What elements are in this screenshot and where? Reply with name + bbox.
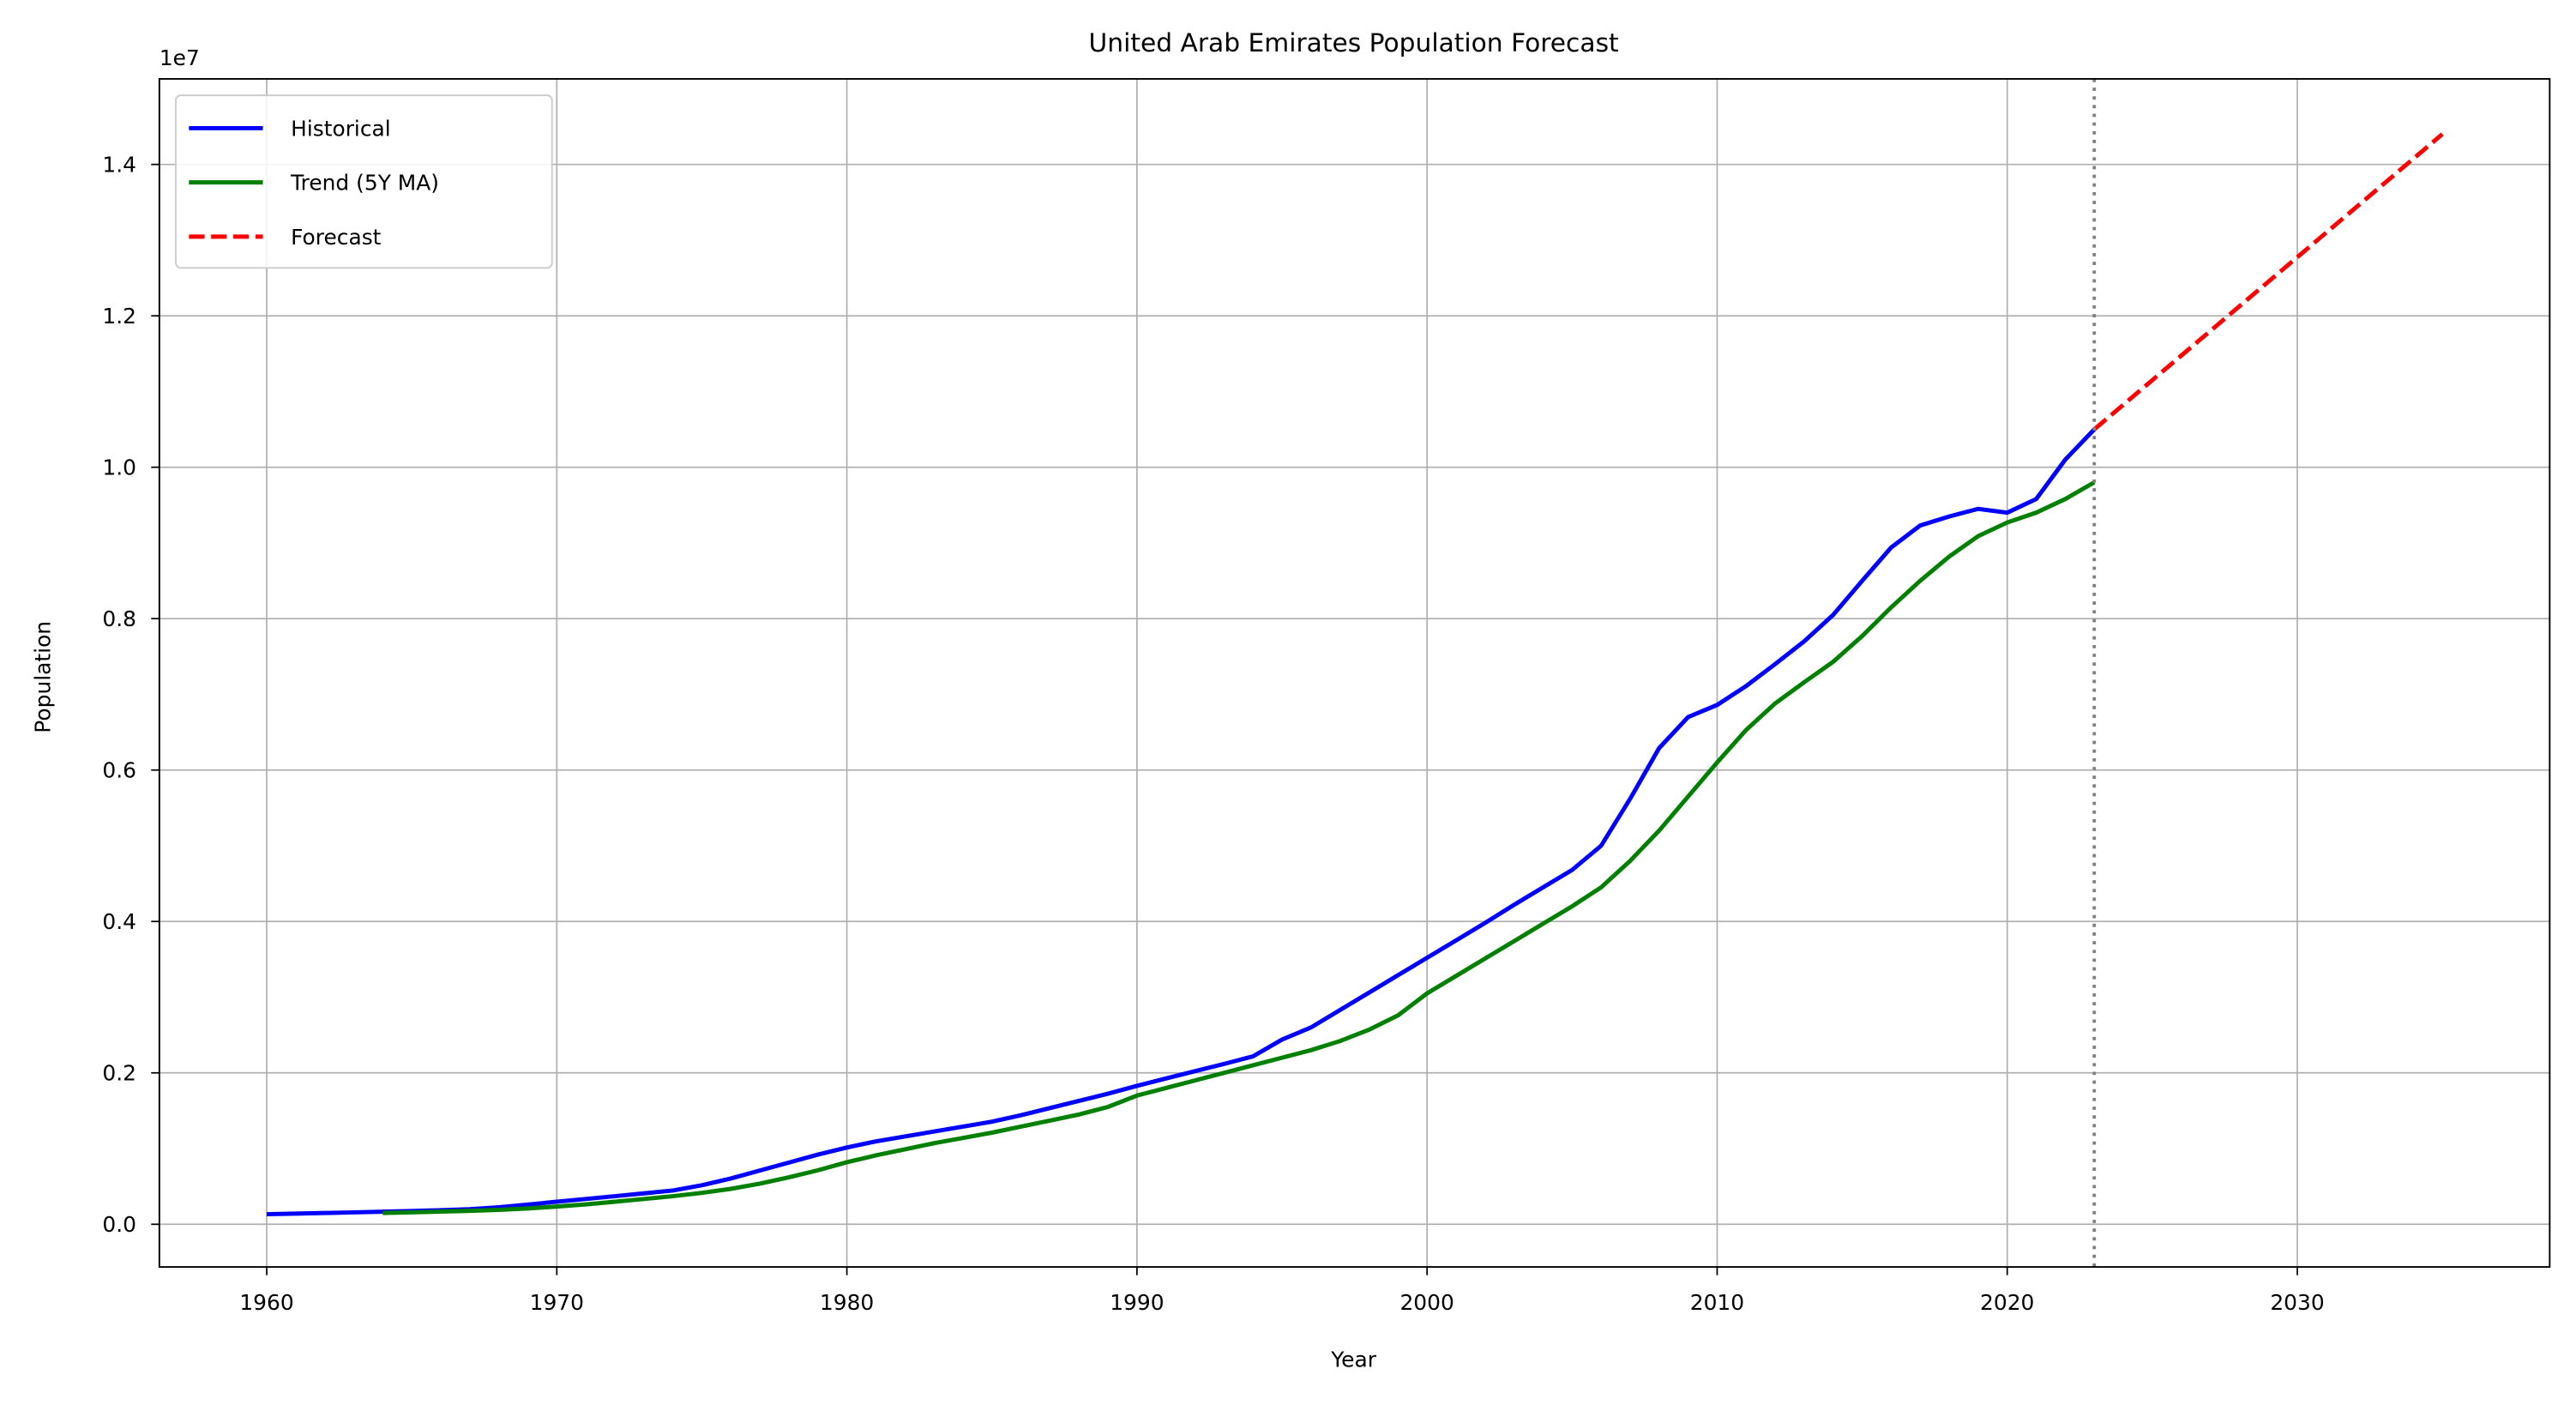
legend-box bbox=[175, 94, 553, 269]
x-tick-label: 2020 bbox=[1980, 1290, 2034, 1315]
x-axis-label: Year bbox=[1330, 1347, 1376, 1372]
legend-label: Trend (5Y MA) bbox=[290, 171, 439, 196]
y-tick-label: 1.4 bbox=[102, 153, 136, 178]
line-series bbox=[382, 480, 2096, 1215]
y-tick-label: 1.0 bbox=[102, 455, 136, 480]
x-tick-label: 2030 bbox=[2270, 1290, 2324, 1315]
line-series bbox=[266, 427, 2097, 1217]
y-axis-label: Population bbox=[31, 621, 56, 733]
y-tick-label: 1.2 bbox=[102, 304, 136, 329]
legend-label: Historical bbox=[291, 116, 391, 141]
x-tick-label: 1970 bbox=[530, 1290, 584, 1315]
y-offset-label: 1e7 bbox=[159, 45, 200, 70]
plot-frame bbox=[158, 78, 2551, 1269]
x-tick-label: 1980 bbox=[820, 1290, 874, 1315]
x-tick-label: 1960 bbox=[239, 1290, 293, 1315]
y-tick-label: 0.2 bbox=[102, 1061, 136, 1086]
legend-label: Forecast bbox=[291, 225, 382, 250]
x-tick-label: 2010 bbox=[1690, 1290, 1744, 1315]
y-tick-label: 0.8 bbox=[102, 606, 136, 631]
chart-title: United Arab Emirates Population Forecast bbox=[1089, 28, 1619, 58]
y-tick-label: 0.6 bbox=[102, 758, 136, 783]
y-tick-label: 0.4 bbox=[102, 909, 136, 934]
y-tick-label: 0.0 bbox=[102, 1212, 136, 1237]
x-tick-label: 1990 bbox=[1110, 1290, 1164, 1315]
x-tick-label: 2000 bbox=[1399, 1290, 1454, 1315]
line-series bbox=[2092, 132, 2444, 431]
